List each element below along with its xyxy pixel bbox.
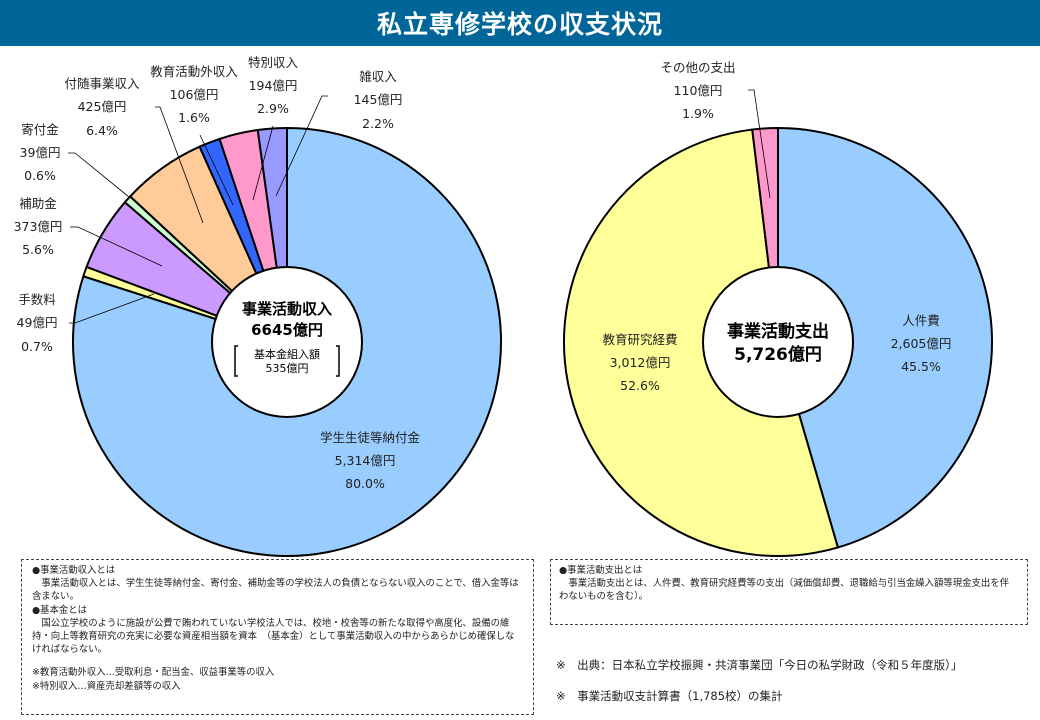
income-center-title: 事業活動収入	[242, 300, 332, 318]
label-amount: 106億円	[170, 87, 219, 102]
source-note: ※ 事業活動収支計算書（1,785校）の集計	[556, 689, 783, 703]
leader-line-non-operating	[199, 134, 234, 206]
left-bracket-icon	[234, 345, 238, 377]
label-percent: 2.9%	[257, 101, 289, 116]
note-heading: ●事業活動収入とは	[32, 565, 116, 576]
leader-line-other-exp	[748, 89, 771, 199]
label-percent: 6.4%	[86, 123, 118, 138]
slice-label-tuition: 学生生徒等納付金 5,314億円 80.0%	[320, 430, 421, 491]
label-amount: 49億円	[17, 315, 58, 330]
label-percent: 0.7%	[21, 339, 53, 354]
leader-line-donation	[68, 152, 130, 198]
label-amount: 3,012億円	[610, 355, 671, 370]
label-amount: 5,314億円	[335, 453, 396, 468]
slice-label-subsidy: 補助金 373億円 5.6%	[14, 196, 63, 257]
label-percent: 1.6%	[178, 110, 210, 125]
label-amount: 194億円	[249, 78, 298, 93]
note-text: 事業活動支出とは、人件費、教育研究経費等の支出（減価償却費、退職給与引当金繰入額…	[559, 578, 1010, 603]
slice-label-other-exp: その他の支出 110億円 1.9%	[660, 60, 735, 121]
charts-canvas: 事業活動収入 6645億円 基本金組入額 535億円 事業活動支出 5,726億…	[14, 55, 993, 557]
note-text: 事業活動収入とは、学生生徒等納付金、寄付金、補助金等の学校法人の負債とならない収…	[32, 578, 519, 603]
source-note: ※ 出典：日本私立学校振興・共済事業団「今日の私学財政（令和５年度版）」	[556, 658, 963, 672]
label-name: 特別収入	[248, 55, 299, 70]
pie-slice-1	[777, 126, 993, 549]
spacer	[32, 656, 521, 666]
label-name: 寄付金	[21, 122, 59, 137]
note-text: ※教育活動外収入…受取利息・配当金、収益事業等の収入	[32, 667, 275, 679]
note-heading: ●基本金とは	[32, 604, 88, 616]
expenditure-center-total: 5,726億円	[734, 344, 822, 365]
label-name: 手数料	[18, 292, 56, 307]
label-amount: 110億円	[674, 83, 723, 98]
label-amount: 39億円	[20, 145, 61, 160]
slice-label-personnel: 人件費 2,605億円 45.5%	[891, 313, 952, 374]
label-amount: 425億円	[78, 99, 127, 114]
expenditure-center-hole	[702, 266, 854, 418]
label-percent: 80.0%	[345, 476, 385, 491]
label-percent: 2.2%	[362, 116, 394, 131]
label-percent: 0.6%	[24, 168, 56, 183]
label-name: その他の支出	[660, 60, 735, 75]
label-amount: 145億円	[354, 92, 403, 107]
slice-label-donation: 寄付金 39億円 0.6%	[20, 122, 61, 183]
note-heading: ●事業活動支出とは	[559, 565, 643, 576]
leader-line-fee	[69, 293, 155, 324]
income-center-total: 6645億円	[251, 321, 323, 339]
slice-label-misc: 雑収入 145億円 2.2%	[354, 69, 403, 131]
label-name: 人件費	[902, 313, 940, 328]
note-text: 国公立学校のように施設が公費で賄われていない学校法人では、校地・校舎等の新たな取…	[32, 617, 515, 656]
label-amount: 373億円	[14, 219, 63, 234]
expenditure-notes-box: ●事業活動支出とは 事業活動支出とは、人件費、教育研究経費等の支出（減価償却費、…	[550, 559, 1028, 625]
label-name: 教育研究経費	[602, 332, 677, 347]
expenditure-center-title: 事業活動支出	[727, 321, 829, 342]
label-amount: 2,605億円	[891, 336, 952, 351]
label-percent: 45.5%	[901, 359, 941, 374]
label-name: 教育活動外収入	[150, 64, 238, 79]
slice-label-fee: 手数料 49億円 0.7%	[17, 292, 58, 354]
slice-label-non-operating: 教育活動外収入 106億円 1.6%	[150, 64, 238, 125]
label-name: 付随事業収入	[64, 76, 140, 91]
leader-line-special	[252, 125, 274, 201]
slice-label-special: 特別収入 194億円 2.9%	[248, 55, 299, 116]
right-bracket-icon	[336, 345, 340, 377]
label-percent: 1.9%	[682, 106, 714, 121]
label-name: 雑収入	[359, 69, 397, 84]
pie-slice-2	[563, 128, 840, 557]
note-text: ※特別収入…資産売却差額等の収入	[32, 680, 181, 692]
leader-line-subsidy	[70, 226, 163, 267]
leader-lines	[68, 89, 771, 324]
slice-label-education: 教育研究経費 3,012億円 52.6%	[602, 332, 677, 393]
page-title: 私立専修学校の収支状況	[376, 10, 663, 39]
income-center-sub-value: 535億円	[266, 362, 309, 375]
label-percent: 52.6%	[620, 378, 660, 393]
income-center-sub-label: 基本金組入額	[254, 347, 320, 361]
label-name: 学生生徒等納付金	[320, 430, 421, 445]
label-percent: 5.6%	[22, 242, 54, 257]
income-center-hole	[211, 266, 363, 418]
slice-label-ancillary: 付随事業収入 425億円 6.4%	[64, 76, 140, 138]
title-bar: 私立専修学校の収支状況	[0, 0, 1040, 46]
leader-line-ancillary	[155, 106, 204, 224]
income-notes-box: ●事業活動収入とは 事業活動収入とは、学生生徒等納付金、寄付金、補助金等の学校法…	[21, 559, 534, 715]
label-name: 補助金	[19, 196, 57, 211]
leader-line-misc	[275, 95, 328, 197]
